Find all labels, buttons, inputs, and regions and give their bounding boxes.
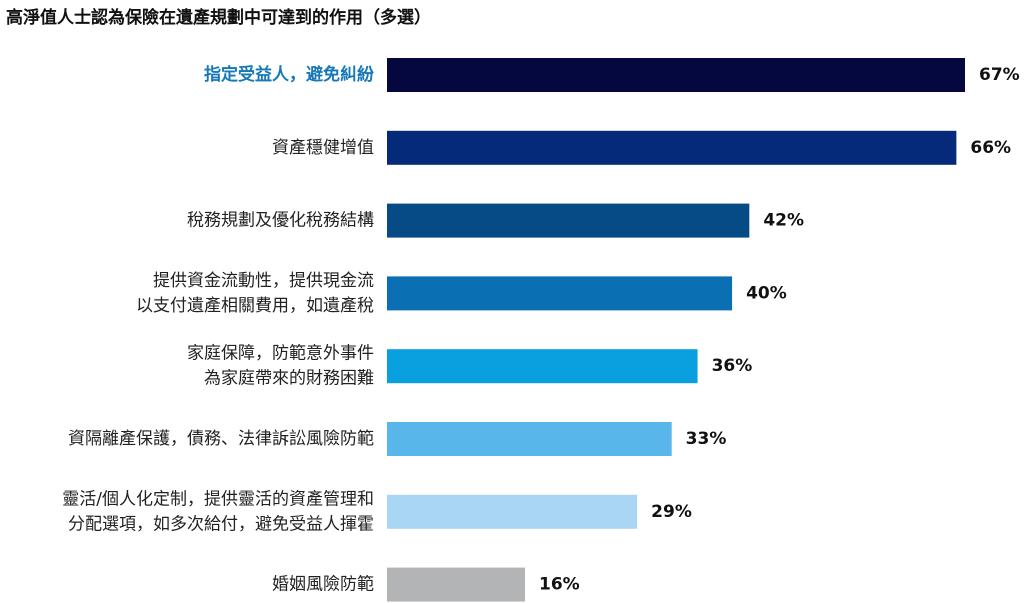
value-label-4: 40% <box>746 283 787 303</box>
bar-3 <box>387 203 750 238</box>
value-label-5: 36% <box>712 356 753 376</box>
value-label-7: 29% <box>651 502 692 522</box>
category-label-2: 資產穩健增值 <box>272 138 374 158</box>
category-label-5-line-1: 家庭保障，防範意外事件 <box>187 344 374 364</box>
bar-4 <box>387 276 733 311</box>
category-label-7-line-1: 靈活/個人化定制，提供靈活的資產管理和 <box>62 489 374 509</box>
value-label-1: 67% <box>979 65 1020 85</box>
bar-6 <box>387 422 672 456</box>
category-label-4-line-2: 以支付遺產相關費用，如遺產稅 <box>136 296 374 316</box>
category-label-6: 資隔離產保護，債務、法律訴訟風險防範 <box>68 429 374 449</box>
value-label-8: 16% <box>539 575 580 595</box>
category-label-3: 稅務規劃及優化稅務結構 <box>187 211 374 231</box>
bar-2 <box>387 130 957 165</box>
category-label-7-line-2: 分配選項，如多次給付，避免受益人揮霍 <box>68 514 374 534</box>
category-label-1: 指定受益人，避免糾紛 <box>204 64 374 85</box>
value-label-3: 42% <box>763 211 804 231</box>
category-label-4-line-1: 提供資金流動性，提供現金流 <box>153 271 374 291</box>
value-label-6: 33% <box>686 429 727 449</box>
bar-8 <box>387 567 526 602</box>
category-label-5-line-2: 為家庭帶來的財務困難 <box>204 369 374 389</box>
chart-title: 高淨值人士認為保險在遺產規劃中可達到的作用（多選） <box>6 8 431 28</box>
value-label-2: 66% <box>970 138 1011 158</box>
bar-7 <box>387 494 638 529</box>
category-label-8: 婚姻風險防範 <box>272 575 374 595</box>
bar-1 <box>387 58 965 92</box>
bar-5 <box>387 349 698 384</box>
